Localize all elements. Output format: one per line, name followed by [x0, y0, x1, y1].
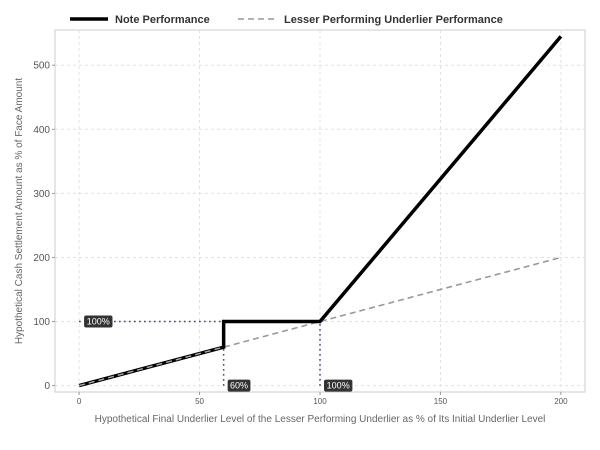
- y-axis-title: Hypothetical Cash Settlement Amount as %…: [14, 78, 25, 344]
- x-axis-title: Hypothetical Final Underlier Level of th…: [95, 414, 546, 425]
- series-line-note-performance: [78, 35, 563, 388]
- series-line-overlap: [78, 346, 224, 387]
- legend: Note Performance Lesser Performing Underl…: [70, 14, 503, 26]
- y-tick-label: 100: [33, 317, 50, 328]
- y-axis-ticks: 0 100 200 300 400 500: [33, 61, 55, 392]
- annotation-label: 60%: [230, 381, 248, 391]
- x-tick-label: 0: [77, 397, 82, 406]
- y-tick-label: 0: [44, 381, 50, 392]
- x-tick-label: 50: [195, 397, 204, 406]
- y-tick-label: 500: [33, 61, 50, 72]
- annotation-badge: [84, 315, 113, 328]
- x-axis-ticks: 0 50 100 150 200: [77, 392, 568, 406]
- x-tick-label: 200: [554, 397, 568, 406]
- legend-label-lesser-performing-underlier: Lesser Performing Underlier Performance: [284, 14, 503, 26]
- series: [78, 35, 563, 388]
- annotation-label: 100%: [327, 381, 350, 391]
- y-tick-label: 400: [33, 125, 50, 136]
- x-tick-label: 100: [313, 397, 327, 406]
- x-tick-label: 150: [434, 397, 448, 406]
- annotation-label: 100%: [87, 317, 110, 327]
- legend-label-note-performance: Note Performance: [115, 14, 210, 26]
- annotation-badge: [227, 379, 251, 392]
- y-tick-label: 300: [33, 189, 50, 200]
- y-tick-label: 200: [33, 253, 50, 264]
- annotations: 100% 60% 100%: [84, 315, 353, 392]
- annotation-badge: [324, 379, 353, 392]
